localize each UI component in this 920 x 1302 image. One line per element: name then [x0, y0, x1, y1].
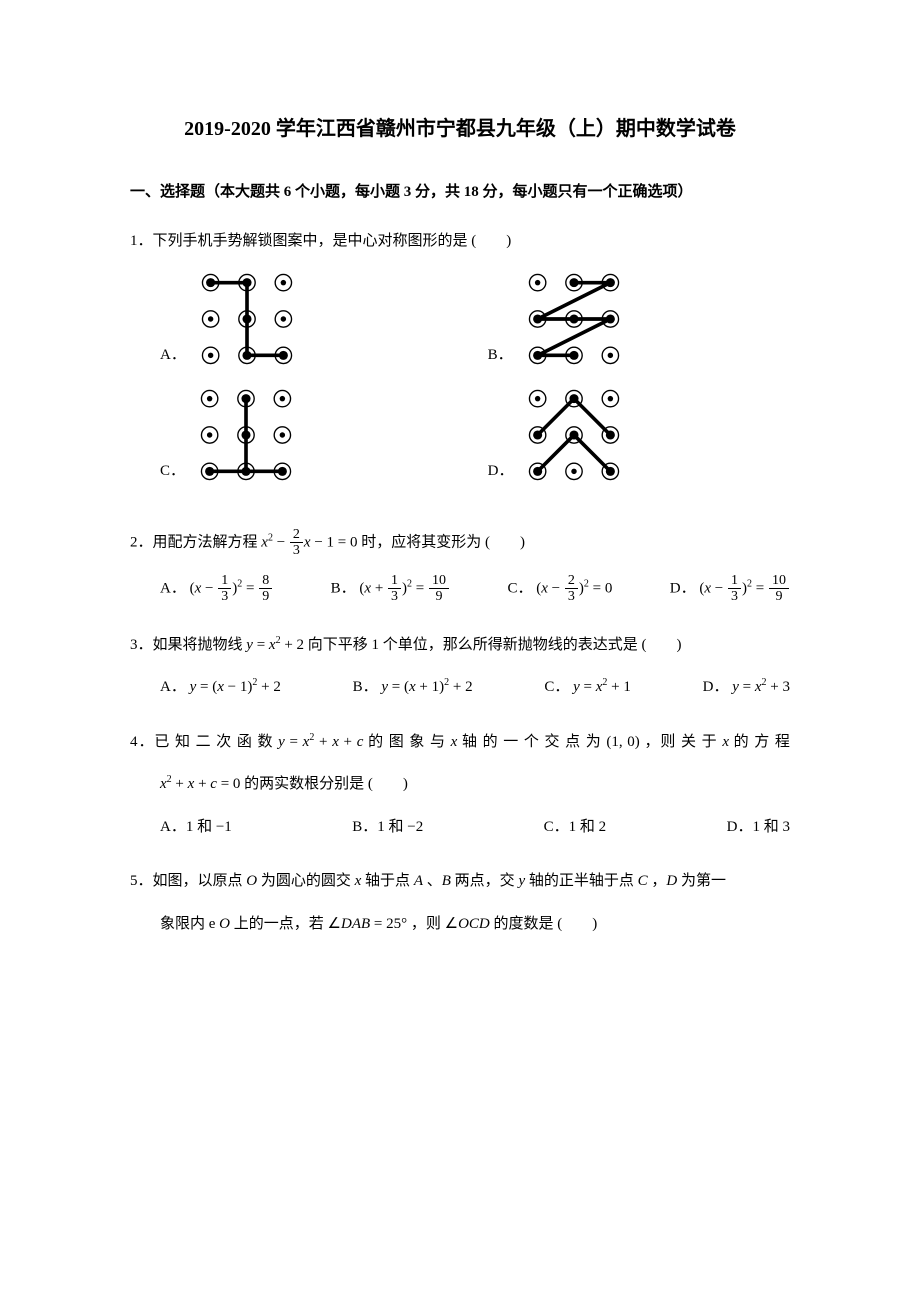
- q4-stem: 4．已 知 二 次 函 数 y = x2 + x + c 的 图 象 与 x 轴…: [130, 728, 790, 757]
- q3-stem-prefix: 3．如果将抛物线: [130, 637, 246, 653]
- q5-line1: 5．如图，以原点 O 为圆心的圆交 x 轴于点 A 、B 两点，交 y 轴的正半…: [130, 867, 790, 896]
- q2-stem-suffix: 时，应将其变形为 ( ): [358, 534, 526, 550]
- q2-options: A． (x − 13)2 = 89 B． (x + 13)2 = 109 C． …: [130, 573, 790, 605]
- q3-option-b: B． y = (x + 1)2 + 2: [353, 673, 473, 702]
- q2-stem: 2．用配方法解方程 x2 − 23x − 1 = 0 时，应将其变形为 ( ): [130, 527, 790, 559]
- question-3: 3．如果将抛物线 y = x2 + 2 向下平移 1 个单位，那么所得新抛物线的…: [130, 631, 790, 702]
- q3-stem: 3．如果将抛物线 y = x2 + 2 向下平移 1 个单位，那么所得新抛物线的…: [130, 631, 790, 660]
- q3-options: A． y = (x − 1)2 + 2 B． y = (x + 1)2 + 2 …: [130, 673, 790, 702]
- exam-title: 2019-2020 学年江西省赣州市宁都县九年级（上）期中数学试卷: [130, 110, 790, 148]
- q1-stem: 1．下列手机手势解锁图案中，是中心对称图形的是 ( ): [130, 227, 790, 256]
- q1-option-d: D．: [488, 385, 790, 485]
- unlock-pattern-a: [192, 269, 302, 369]
- q2-option-b: B． (x + 13)2 = 109: [331, 573, 450, 605]
- q4-stem-line2: x2 + x + c = 0 的两实数根分别是 ( ): [130, 770, 790, 799]
- q2-stem-prefix: 2．用配方法解方程: [130, 534, 261, 550]
- unlock-pattern-b: [519, 269, 629, 369]
- q4-option-c: C．1 和 2: [544, 813, 607, 842]
- q1-option-a: A．: [160, 269, 462, 369]
- question-2: 2．用配方法解方程 x2 − 23x − 1 = 0 时，应将其变形为 ( ) …: [130, 527, 790, 605]
- option-label: B．: [488, 341, 513, 370]
- q2-option-a: A． (x − 13)2 = 89: [160, 573, 273, 605]
- option-label: A．: [160, 341, 186, 370]
- q4-option-b: B．1 和 −2: [352, 813, 423, 842]
- unlock-pattern-d: [519, 385, 629, 485]
- q1-option-b: B．: [488, 269, 790, 369]
- q1-option-c: C．: [160, 385, 462, 485]
- question-5: 5．如图，以原点 O 为圆心的圆交 x 轴于点 A 、B 两点，交 y 轴的正半…: [130, 867, 790, 938]
- q3-option-a: A． y = (x − 1)2 + 2: [160, 673, 281, 702]
- q5-line2: 象限内 e O 上的一点，若 ∠DAB = 25° ，则 ∠OCD 的度数是 (…: [130, 910, 790, 939]
- q3-stem-suffix: 向下平移 1 个单位，那么所得新抛物线的表达式是 ( ): [304, 637, 682, 653]
- option-label: C．: [160, 457, 185, 486]
- q4-option-d: D．1 和 3: [727, 813, 790, 842]
- q2-option-d: D． (x − 13)2 = 109: [670, 573, 790, 605]
- q3-option-c: C． y = x2 + 1: [544, 673, 631, 702]
- question-4: 4．已 知 二 次 函 数 y = x2 + x + c 的 图 象 与 x 轴…: [130, 728, 790, 842]
- q2-option-c: C． (x − 23)2 = 0: [507, 573, 612, 605]
- question-1: 1．下列手机手势解锁图案中，是中心对称图形的是 ( ) A．: [130, 227, 790, 502]
- q3-option-d: D． y = x2 + 3: [703, 673, 790, 702]
- section-1-title: 一、选择题（本大题共 6 个小题，每小题 3 分，共 18 分，每小题只有一个正…: [130, 178, 790, 207]
- q4-option-a: A．1 和 −1: [160, 813, 232, 842]
- unlock-pattern-c: [191, 385, 301, 485]
- option-label: D．: [488, 457, 514, 486]
- q2-equation: x: [261, 534, 268, 550]
- q4-options: A．1 和 −1 B．1 和 −2 C．1 和 2 D．1 和 3: [130, 813, 790, 842]
- q1-options: A．: [130, 269, 790, 501]
